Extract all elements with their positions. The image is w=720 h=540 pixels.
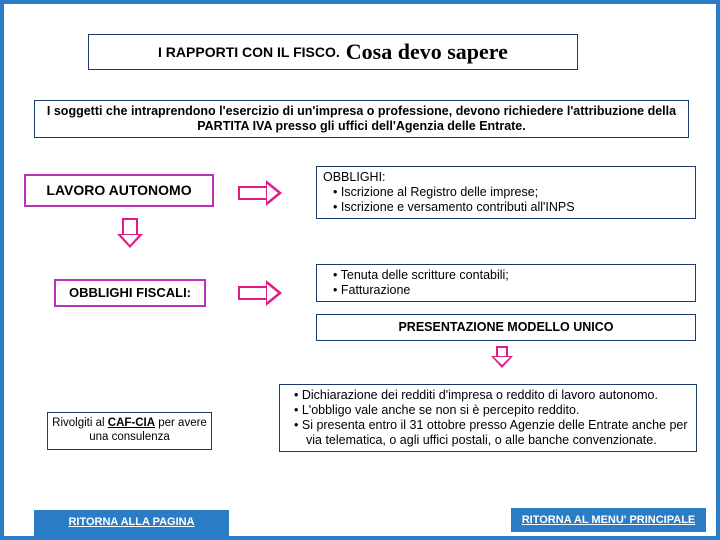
dichiarazione-box: Dichiarazione dei redditi d'impresa o re… [279,384,697,452]
obblighi-fiscali-label: OBBLIGHI FISCALI: [69,285,191,300]
list-item: Dichiarazione dei redditi d'impresa o re… [294,388,690,403]
arrow-down-icon [119,218,141,248]
presentazione-box: PRESENTAZIONE MODELLO UNICO [316,314,696,341]
obblighi-heading: OBBLIGHI: [323,170,689,185]
list-item: Iscrizione al Registro delle imprese; [333,185,689,200]
caf-cia-link[interactable]: CAF-CIA [108,417,155,429]
scritture-box: Tenuta delle scritture contabili; Fattur… [316,264,696,302]
return-page-button[interactable]: RITORNA ALLA PAGINA [34,510,229,538]
intro-text: I soggetti che intraprendono l'esercizio… [47,104,676,133]
title-box: I RAPPORTI CON IL FISCO. Cosa devo saper… [88,34,578,70]
list-item: Tenuta delle scritture contabili; [333,268,689,283]
list-item: Si presenta entro il 31 ottobre presso A… [294,418,690,448]
intro-box: I soggetti che intraprendono l'esercizio… [34,100,689,138]
list-item: Fatturazione [333,283,689,298]
arrow-down-icon [493,346,511,370]
scritture-list: Tenuta delle scritture contabili; Fattur… [323,268,689,298]
lavoro-autonomo-label: LAVORO AUTONOMO [46,182,191,198]
presentazione-label: PRESENTAZIONE MODELLO UNICO [398,320,613,334]
obblighi-list: Iscrizione al Registro delle imprese; Is… [323,185,689,215]
rivolgiti-box: Rivolgiti al CAF-CIA per avere una consu… [47,412,212,450]
arrow-right-icon [238,182,286,204]
rivolgiti-pre: Rivolgiti al [52,417,108,429]
lavoro-autonomo-box: LAVORO AUTONOMO [24,174,214,207]
list-item: Iscrizione e versamento contributi all'I… [333,200,689,215]
title-main: Cosa devo sapere [346,39,508,65]
return-menu-button[interactable]: RITORNA AL MENU' PRINCIPALE [511,508,706,532]
title-prefix: I RAPPORTI CON IL FISCO. [158,44,340,61]
obblighi-fiscali-box: OBBLIGHI FISCALI: [54,279,206,307]
arrow-right-icon [238,282,286,304]
dichiarazione-list: Dichiarazione dei redditi d'impresa o re… [286,388,690,448]
obblighi-registro-box: OBBLIGHI: Iscrizione al Registro delle i… [316,166,696,219]
list-item: L'obbligo vale anche se non si è percepi… [294,403,690,418]
